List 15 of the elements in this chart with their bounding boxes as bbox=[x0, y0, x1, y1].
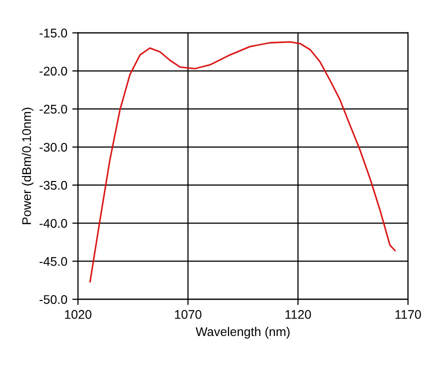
x-axis-title: Wavelength (nm) bbox=[196, 326, 290, 339]
y-axis-title: Power (dBm/0.10nm) bbox=[22, 108, 34, 224]
y-tick-label: -45.0 bbox=[40, 257, 68, 266]
y-tick-label: -20.0 bbox=[40, 66, 68, 76]
y-tick-label: -35.0 bbox=[40, 180, 68, 190]
line-series bbox=[89, 41, 396, 282]
x-tick-label: 1020 bbox=[65, 310, 92, 319]
y-tick-label: -50.0 bbox=[40, 295, 68, 304]
y-tick-label: -40.0 bbox=[40, 218, 68, 228]
x-tick-label: 1070 bbox=[175, 310, 202, 319]
x-tick-label: 1120 bbox=[286, 310, 311, 319]
y-tick-label: -15.0 bbox=[40, 28, 68, 38]
y-tick-label: -25.0 bbox=[40, 104, 68, 114]
y-tick-label: -30.0 bbox=[40, 142, 68, 152]
x-tick-label: 1170 bbox=[396, 310, 421, 319]
